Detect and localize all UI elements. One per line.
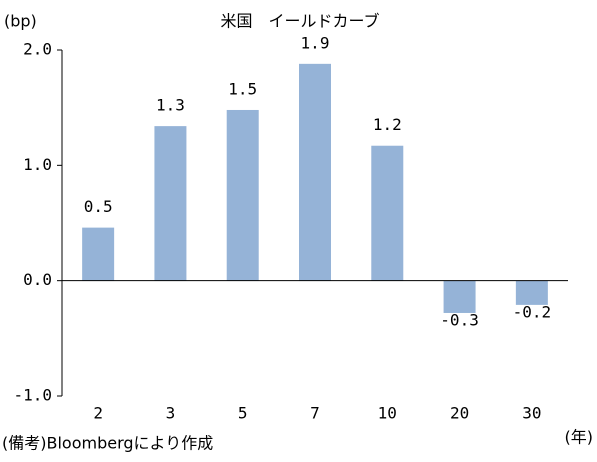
bar (82, 227, 115, 281)
data-label: -0.3 (440, 310, 479, 329)
footnote: (備考)Bloombergにより作成 (2, 434, 213, 453)
x-axis-label: (年) (565, 428, 594, 447)
chart-title: 米国 イールドカーブ (220, 12, 379, 31)
y-tick-label: 2.0 (23, 40, 52, 59)
x-tick-label: 30 (522, 404, 541, 423)
x-tick-label: 20 (450, 404, 469, 423)
y-tick-label: 0.0 (23, 270, 52, 289)
y-tick-label: 1.0 (23, 155, 52, 174)
x-tick-label: 7 (310, 404, 320, 423)
bar (299, 63, 331, 281)
x-tick-label: 2 (93, 404, 103, 423)
bar (443, 280, 476, 313)
x-tick-label: 5 (238, 404, 248, 423)
x-tick-label: 10 (378, 404, 397, 423)
bar (371, 145, 404, 281)
x-tick-label: 3 (166, 404, 176, 423)
data-label: 0.5 (84, 197, 113, 216)
bar (515, 280, 548, 305)
data-label: 1.2 (373, 115, 402, 134)
bar (154, 126, 187, 281)
bar (226, 109, 259, 281)
y-tick-label: -1.0 (13, 386, 52, 405)
data-label: 1.9 (301, 33, 330, 52)
data-label: 1.5 (228, 79, 257, 98)
y-axis-label: (bp) (4, 12, 37, 31)
data-label: -0.2 (513, 302, 552, 321)
data-label: 1.3 (156, 96, 185, 115)
